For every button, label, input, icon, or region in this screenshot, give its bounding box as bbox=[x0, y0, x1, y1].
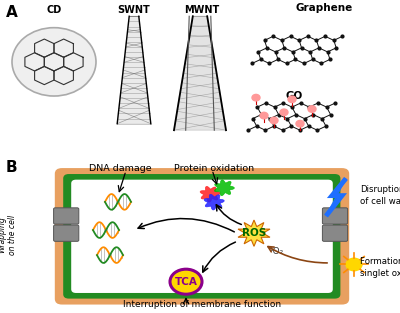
FancyBboxPatch shape bbox=[55, 168, 349, 305]
Text: Interruption of membrane function: Interruption of membrane function bbox=[123, 300, 281, 309]
Text: ¹O₂: ¹O₂ bbox=[269, 248, 283, 256]
Circle shape bbox=[308, 106, 316, 112]
Text: SWNT: SWNT bbox=[118, 5, 150, 15]
Text: MWNT: MWNT bbox=[184, 5, 220, 15]
Circle shape bbox=[12, 28, 96, 96]
Polygon shape bbox=[204, 194, 224, 210]
Circle shape bbox=[260, 112, 268, 119]
Circle shape bbox=[170, 269, 202, 294]
Text: Graphene: Graphene bbox=[295, 3, 353, 13]
Text: A: A bbox=[6, 5, 18, 20]
FancyBboxPatch shape bbox=[322, 208, 348, 224]
Text: Formation of
singlet oxygen: Formation of singlet oxygen bbox=[360, 257, 400, 278]
Circle shape bbox=[270, 117, 278, 124]
Text: CD: CD bbox=[46, 5, 62, 15]
Polygon shape bbox=[326, 178, 346, 216]
Circle shape bbox=[288, 96, 296, 103]
Text: ROS: ROS bbox=[242, 228, 266, 238]
Polygon shape bbox=[174, 16, 226, 130]
Text: Wrapping
on the cell: Wrapping on the cell bbox=[0, 215, 17, 255]
Text: Protein oxidation: Protein oxidation bbox=[174, 164, 254, 173]
Text: Disruption
of cell wall: Disruption of cell wall bbox=[360, 185, 400, 206]
Text: TCA: TCA bbox=[174, 277, 198, 287]
Polygon shape bbox=[117, 16, 151, 124]
Text: DNA damage: DNA damage bbox=[89, 164, 151, 173]
Polygon shape bbox=[238, 220, 270, 246]
Text: GO: GO bbox=[285, 91, 303, 101]
Circle shape bbox=[252, 95, 260, 101]
FancyBboxPatch shape bbox=[322, 225, 348, 241]
Circle shape bbox=[280, 109, 288, 115]
FancyBboxPatch shape bbox=[54, 208, 79, 224]
Circle shape bbox=[296, 121, 304, 127]
FancyBboxPatch shape bbox=[54, 225, 79, 241]
FancyBboxPatch shape bbox=[63, 174, 340, 299]
Polygon shape bbox=[214, 180, 234, 196]
Circle shape bbox=[346, 258, 362, 271]
Text: B: B bbox=[6, 160, 18, 175]
FancyBboxPatch shape bbox=[71, 180, 333, 293]
Polygon shape bbox=[200, 186, 220, 202]
